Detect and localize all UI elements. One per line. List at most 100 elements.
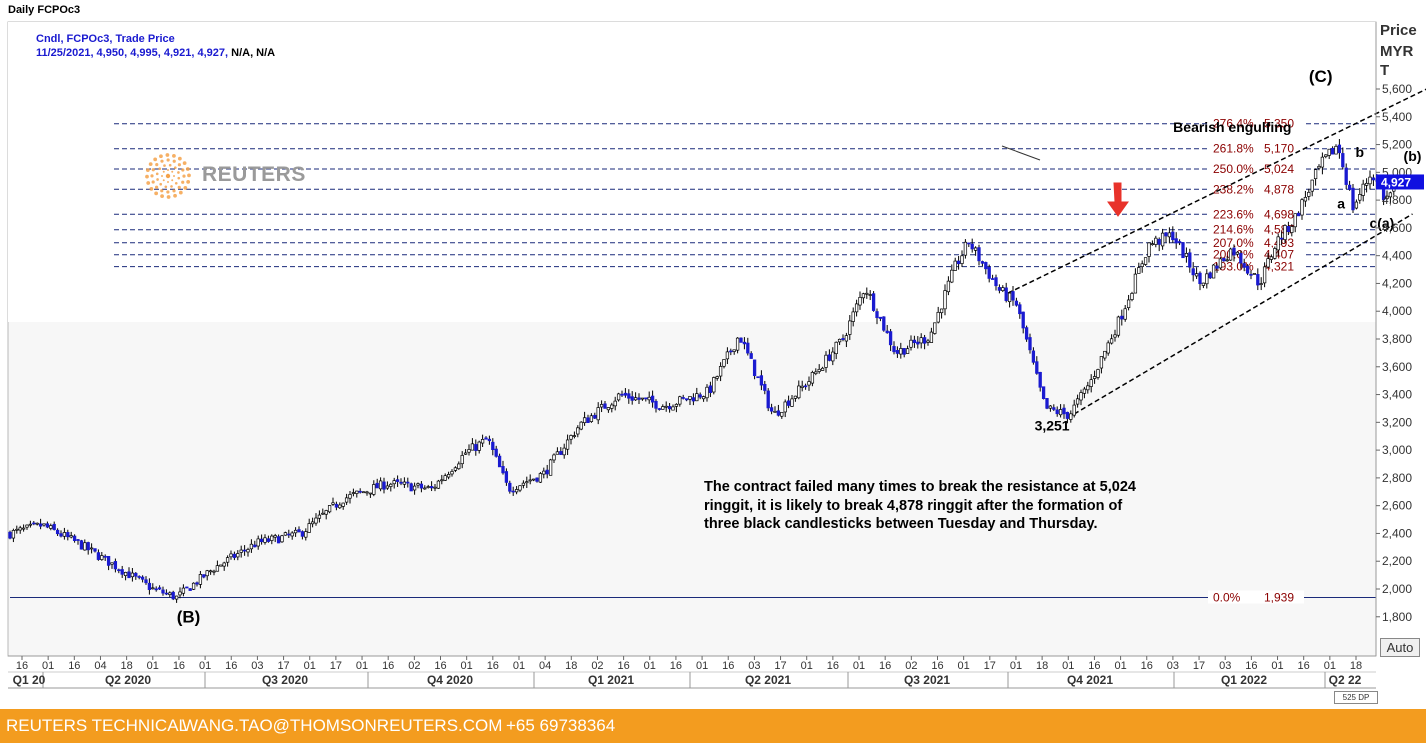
fib-pct-label: 223.6% xyxy=(1213,207,1254,221)
candle-down xyxy=(559,451,563,455)
candle-up xyxy=(389,483,393,487)
last-price-label: 4,927 xyxy=(1381,175,1411,189)
candle-up xyxy=(355,490,359,494)
candle-up xyxy=(824,354,828,368)
candle-up xyxy=(552,454,556,461)
candle-up xyxy=(1368,176,1372,185)
candle-up xyxy=(1130,293,1134,300)
x-tick-label: 17 xyxy=(330,660,342,672)
fib-pct-label: 0.0% xyxy=(1213,590,1241,604)
candle-up xyxy=(1290,226,1294,233)
candle-up xyxy=(89,547,94,550)
x-tick-label: 03 xyxy=(1219,660,1231,672)
candle-up xyxy=(327,505,332,513)
candle-down xyxy=(474,444,478,451)
price-chart: 276.4% 5,350 261.8% 5,170 250.0% 5,024 238.2% 4… xyxy=(7,21,1426,689)
candle-down xyxy=(1171,231,1175,241)
candle-down xyxy=(52,523,56,530)
candle-up xyxy=(208,570,213,573)
candle-down xyxy=(627,393,631,399)
candle-up xyxy=(1273,248,1277,259)
candle-down xyxy=(1164,232,1168,237)
candle-down xyxy=(1177,241,1182,243)
candle-down xyxy=(117,569,121,572)
footer-label: REUTERS TECHNICAL xyxy=(6,716,188,735)
candle-down xyxy=(1174,238,1178,244)
candle-down xyxy=(1242,263,1246,268)
candle-up xyxy=(780,411,784,417)
candle-up xyxy=(450,471,454,475)
candle-down xyxy=(1344,167,1348,185)
x-quarter-label: Q2 2021 xyxy=(745,673,791,687)
candle-down xyxy=(164,592,169,595)
candle-down xyxy=(1004,287,1008,301)
auto-scale-button[interactable]: Auto xyxy=(1380,638,1420,657)
candle-up xyxy=(1089,379,1093,387)
candle-up xyxy=(21,527,26,530)
candle-up xyxy=(219,564,223,567)
footer-email[interactable]: WANG.TAO@THOMSONREUTERS.COM xyxy=(182,716,503,735)
fib-label-bg xyxy=(1208,182,1304,196)
candle-up xyxy=(378,480,383,490)
candle-up xyxy=(1167,232,1172,238)
bearish-engulfing-pointer xyxy=(1001,145,1041,161)
bearish-arrow-icon xyxy=(1107,182,1129,217)
x-tick-label: 18 xyxy=(121,660,133,672)
candle-up xyxy=(973,247,978,251)
x-quarter-label: Q4 2020 xyxy=(427,673,473,687)
fib-pct-label: 214.6% xyxy=(1213,223,1254,237)
candle-down xyxy=(786,400,791,406)
candle-up xyxy=(304,531,308,538)
candle-up xyxy=(664,405,668,408)
candle-up xyxy=(678,396,682,405)
candle-up xyxy=(239,549,243,553)
candle-down xyxy=(487,438,492,442)
candle-up xyxy=(1096,369,1100,378)
candle-up xyxy=(351,492,356,494)
fib-price-label: 1,939 xyxy=(1264,590,1294,604)
x-quarter-label: Q3 2020 xyxy=(262,673,308,687)
candle-up xyxy=(521,482,526,486)
reuters-logo-icon xyxy=(145,153,191,199)
y-tick-label: 2,800 xyxy=(1382,471,1412,485)
candle-down xyxy=(297,529,301,533)
candle-down xyxy=(657,408,662,410)
candle-down xyxy=(1052,407,1056,410)
candle-up xyxy=(640,397,645,400)
footer-phone: +65 69738364 xyxy=(506,716,616,735)
candle-up xyxy=(1140,263,1144,267)
candle-up xyxy=(565,439,570,450)
x-tick-label: 16 xyxy=(1141,660,1153,672)
candle-down xyxy=(892,346,896,353)
candle-up xyxy=(1361,183,1365,196)
candle-up xyxy=(1126,299,1131,309)
candle-up xyxy=(256,538,260,547)
candle-up xyxy=(1354,201,1359,209)
candle-up xyxy=(1109,338,1114,344)
candle-up xyxy=(100,555,104,560)
x-tick-label: 01 xyxy=(461,660,473,672)
candle-down xyxy=(1215,265,1219,269)
candle-down xyxy=(1018,304,1022,315)
channel-line xyxy=(1073,213,1413,415)
candle-up xyxy=(943,290,947,310)
x-tick-label: 16 xyxy=(1088,660,1100,672)
x-tick-label: 18 xyxy=(1036,660,1048,672)
candle-down xyxy=(987,266,991,279)
candle-up xyxy=(1324,154,1328,157)
fib-pct-label: 207.0% xyxy=(1213,236,1254,250)
candle-down xyxy=(1239,253,1243,264)
candle-up xyxy=(705,386,709,399)
candle-down xyxy=(875,311,879,319)
candle-up xyxy=(368,492,373,495)
candle-down xyxy=(902,348,906,355)
candle-up xyxy=(1283,225,1287,240)
candle-up xyxy=(191,582,196,590)
x-quarter-label: Q4 2021 xyxy=(1067,673,1113,687)
candle-down xyxy=(684,398,689,401)
candle-up xyxy=(1143,257,1148,265)
candle-up xyxy=(215,565,220,572)
candle-down xyxy=(895,349,900,354)
candle-up xyxy=(467,449,471,453)
x-quarter-label: Q1 2021 xyxy=(588,673,634,687)
